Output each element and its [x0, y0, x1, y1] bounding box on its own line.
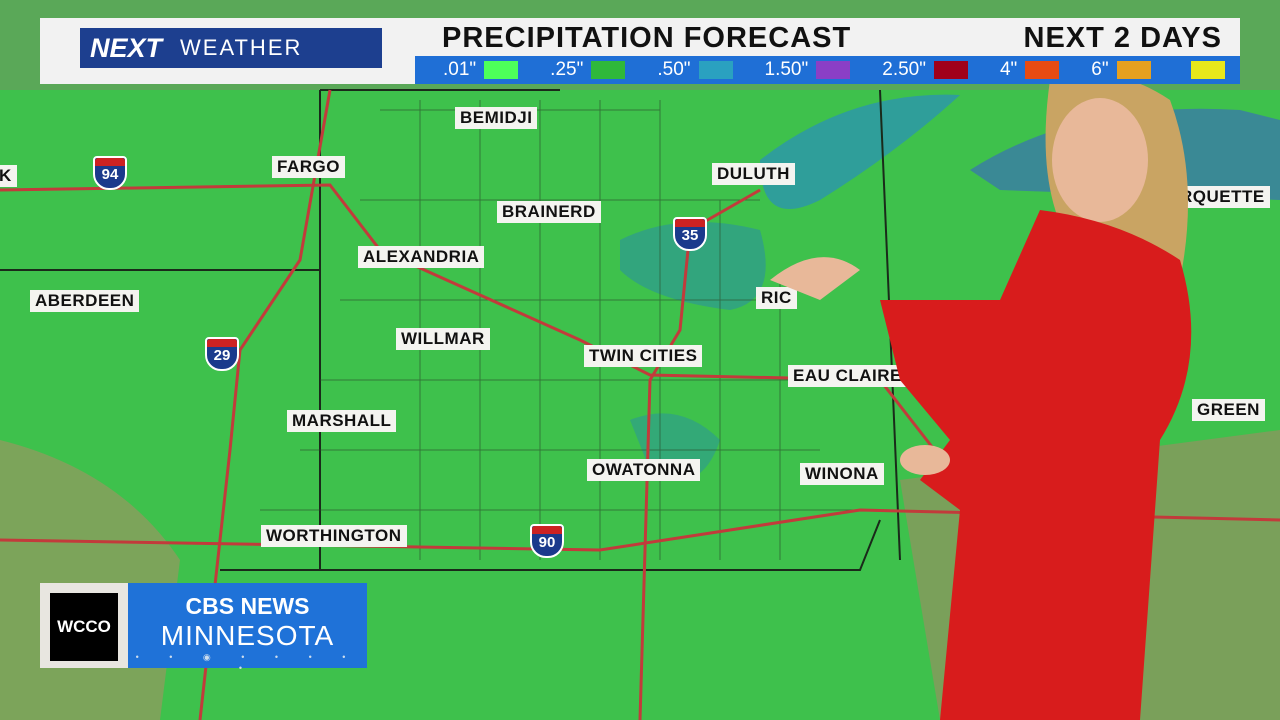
city-label-brainerd: BRAINERD	[497, 201, 601, 223]
city-label-bemidji: BEMIDJI	[455, 107, 538, 129]
legend-item: 2.50"	[882, 59, 968, 81]
legend-label: .50"	[657, 59, 691, 80]
region-name: MINNESOTA	[160, 620, 335, 651]
station-bug: WCCO CBS NEWS MINNESOTA • • ◉ • • • • •	[40, 583, 367, 673]
legend-swatch	[591, 61, 626, 79]
legend-label: .01"	[443, 59, 477, 80]
legend-item: .01"	[443, 59, 519, 81]
city-label-green-bay: GREEN	[1192, 399, 1265, 421]
legend-label: 1.50"	[764, 59, 809, 80]
city-label-aberdeen: ABERDEEN	[30, 290, 140, 312]
forecast-header-bar: NEXT WEATHER PRECIPITATION FORECAST NEXT…	[40, 18, 1240, 84]
legend-swatch	[1116, 61, 1151, 79]
city-label-duluth: DULUTH	[712, 163, 795, 185]
legend-swatch	[933, 61, 968, 79]
forecast-period: NEXT 2 DAYS	[1023, 22, 1222, 54]
legend-swatch	[484, 61, 519, 79]
legend-item: 6"	[1091, 59, 1151, 81]
legend-swatch	[1025, 61, 1060, 79]
city-label-eau-claire: EAU CLAIRE	[788, 365, 907, 387]
network-name: CBS NEWS	[185, 593, 310, 619]
city-label-worthington: WORTHINGTON	[261, 525, 407, 547]
city-label-marquette: RQUETTE	[1175, 186, 1270, 208]
city-label-twin-cities: TWIN CITIES	[584, 345, 703, 367]
legend-swatch	[698, 61, 733, 79]
logo-weather: WEATHER	[180, 35, 303, 60]
city-label-partial: K	[0, 165, 17, 187]
presenter-hand	[770, 257, 860, 300]
city-label-owatonna: OWATONNA	[587, 459, 701, 481]
city-label-winona: WINONA	[800, 463, 884, 485]
interstate-29-shield: 29	[205, 337, 239, 371]
interstate-90-shield: 90	[530, 524, 564, 558]
city-label-fargo: FARGO	[272, 156, 345, 178]
legend-item	[1183, 61, 1225, 79]
presenter	[770, 73, 1192, 720]
legend-item: .50"	[657, 59, 733, 81]
legend-item: .25"	[550, 59, 626, 81]
precip-legend: .01" .25" .50" 1.50" 2.50" 4" 6"	[415, 56, 1240, 84]
legend-swatch	[1190, 61, 1225, 79]
legend-label: 2.50"	[882, 59, 926, 80]
legend-label: 4"	[999, 59, 1018, 80]
city-label-marshall: MARSHALL	[287, 410, 397, 432]
next-weather-logo: NEXT WEATHER	[80, 28, 382, 68]
cbs-news-minnesota-logo: CBS NEWS MINNESOTA • • ◉ • • • • •	[128, 583, 367, 673]
city-label-willmar: WILLMAR	[396, 328, 490, 350]
legend-item: 1.50"	[765, 59, 851, 81]
legend-label: .25"	[550, 59, 584, 80]
city-label-rice-lake: RIC	[756, 287, 797, 309]
forecast-title: PRECIPITATION FORECAST	[442, 22, 852, 54]
interstate-35-shield: 35	[673, 217, 707, 251]
legend-swatch	[816, 61, 851, 79]
wcco-logo: WCCO	[50, 593, 118, 661]
heavy-precip-area	[760, 94, 960, 209]
city-label-alexandria: ALEXANDRIA	[358, 246, 485, 268]
carousel-dots-icon: • • ◉ • • • • •	[135, 652, 360, 673]
legend-label: 6"	[1091, 59, 1109, 80]
logo-next: NEXT	[90, 32, 163, 63]
interstate-94-shield: 94	[93, 156, 127, 190]
legend-item: 4"	[999, 59, 1060, 81]
